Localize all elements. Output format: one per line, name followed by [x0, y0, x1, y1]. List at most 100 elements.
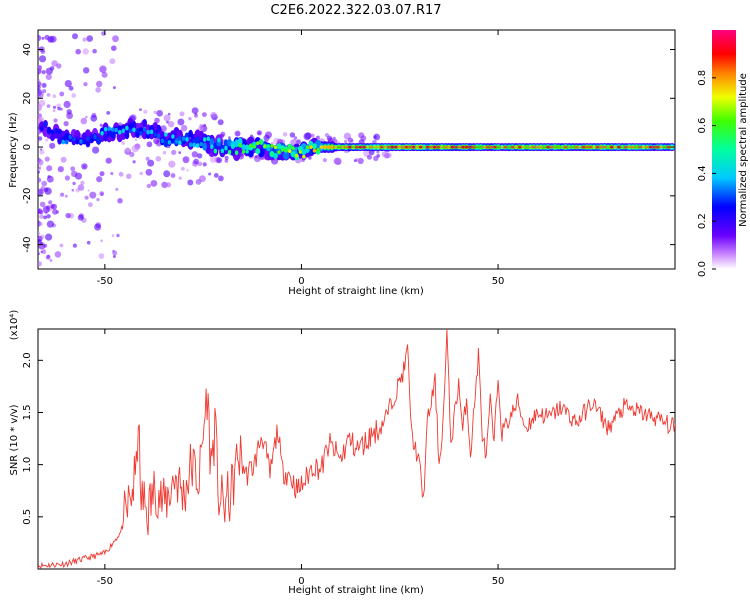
spectrogram-cell — [174, 139, 179, 144]
spectrogram-cell — [128, 128, 133, 134]
spectrogram-noise-point — [171, 149, 177, 155]
spectrogram-noise-point — [373, 133, 381, 141]
y-tick-label: 1.5 — [22, 405, 33, 421]
spectrogram-noise-point — [47, 36, 55, 43]
spectrogram-cell — [231, 143, 235, 149]
spectrogram-noise-point — [38, 85, 41, 90]
spectrogram-noise-point — [99, 123, 103, 127]
spectrogram-noise-point — [40, 49, 46, 54]
spectrogram-noise-point — [308, 156, 312, 160]
spectrogram-cell — [111, 127, 115, 132]
spectrogram-cell — [277, 150, 281, 155]
spectrogram-noise-point — [96, 176, 103, 183]
spectrogram-cell — [164, 132, 168, 137]
spectrogram-noise-point — [153, 137, 160, 145]
spectrogram-cell — [131, 120, 137, 129]
spectrogram-noise-point — [209, 156, 217, 163]
spectrogram-noise-point — [85, 115, 88, 119]
spectrogram-cell — [195, 143, 200, 148]
spectrogram-cell — [288, 149, 292, 154]
colorbar-tick-label: 0.0 — [697, 261, 708, 277]
spectrogram-noise-point — [163, 170, 171, 178]
spectrogram-noise-point — [48, 200, 53, 205]
spectrogram-noise-point — [87, 189, 90, 192]
spectrogram-noise-point — [100, 239, 103, 242]
spectrogram-noise-point — [49, 142, 56, 149]
snr-series-line — [38, 329, 675, 569]
spectrogram-cell — [203, 137, 207, 142]
spectrogram-cell — [213, 148, 217, 154]
spectrogram-cell — [280, 148, 285, 152]
spectrogram-noise-point — [46, 254, 51, 259]
spectrogram-noise-point — [39, 222, 43, 226]
spectrogram-noise-point — [263, 134, 270, 141]
spectrogram-cell — [244, 144, 250, 151]
spectrogram-cell — [212, 142, 218, 151]
spectrogram-noise-point — [99, 191, 105, 196]
spectrogram-noise-point — [64, 80, 72, 88]
snr-panel: -50 0 50 0.5 1.0 1.5 2.0 Height of straight l… — [9, 310, 676, 596]
spectrogram-noise-point — [203, 123, 207, 127]
spectrogram-cell — [305, 145, 309, 150]
spectrogram-cell — [192, 142, 196, 148]
spectrogram-noise-point — [46, 165, 53, 172]
spectrogram-noise-point — [39, 149, 45, 155]
spectrogram-noise-point — [224, 159, 229, 163]
spectrogram-noise-point — [256, 130, 263, 136]
spectrogram-cell — [247, 148, 254, 158]
spectrogram-cell — [209, 138, 215, 147]
spectrogram-cell — [86, 136, 90, 141]
spectrogram-noise-point — [92, 146, 100, 154]
spectrogram-cell — [255, 148, 261, 155]
y-tick-label: 40 — [22, 43, 33, 56]
spectrogram-noise-point — [94, 223, 101, 231]
spectrogram-noise-point — [41, 180, 48, 187]
spectrogram-y-axis-label: Frequency (Hz) — [8, 112, 19, 188]
spectrogram-cell — [157, 133, 161, 139]
spectrogram-cell — [185, 137, 189, 142]
colorbar-gradient — [712, 30, 736, 269]
spectrogram-noise-point — [139, 108, 142, 111]
spectrogram-noise-point — [52, 94, 57, 99]
spectrogram-noise-point — [75, 172, 82, 180]
y-tick-label: 0.5 — [22, 509, 33, 525]
spectrogram-noise-point — [293, 136, 298, 140]
spectrogram-cell — [57, 129, 62, 135]
spectrogram-noise-point — [52, 109, 56, 113]
spectrogram-cell — [234, 150, 239, 155]
spectrogram-cell — [178, 140, 182, 145]
colorbar: 0.0 0.2 0.4 0.6 0.8 Normalized spectral ampl… — [697, 30, 749, 277]
spectrogram-noise-point — [105, 157, 112, 164]
spectrogram-noise-point — [50, 204, 55, 209]
spectrogram-noise-point — [82, 37, 87, 42]
spectrogram-noise-point — [112, 86, 116, 90]
spectrogram-noise-point — [178, 151, 182, 155]
spectrogram-noise-point — [216, 157, 223, 164]
spectrogram-noise-point — [202, 162, 207, 167]
spectrogram-cell — [79, 139, 83, 144]
spectrogram-noise-point — [39, 214, 44, 219]
spectrogram-cell — [153, 132, 157, 137]
spectrogram-noise-point — [367, 154, 372, 160]
spectrogram-noise-point — [84, 195, 89, 200]
x-tick-label: -50 — [97, 576, 113, 587]
spectrogram-cell — [276, 143, 282, 150]
spectrogram-cell — [297, 145, 303, 152]
spectrogram-cell — [330, 145, 334, 150]
spectrogram-cell — [57, 136, 62, 145]
spectrogram-noise-point — [86, 240, 91, 245]
spectrogram-noise-point — [41, 186, 44, 190]
spectrogram-y-ticks: -40 -20 0 20 40 — [22, 43, 675, 253]
spectrogram-cell — [241, 144, 247, 151]
spectrogram-cell — [132, 127, 136, 133]
spectrogram-cell — [100, 131, 104, 136]
spectrogram-noise-point — [188, 117, 192, 121]
spectrogram-noise-point — [167, 112, 171, 116]
spectrogram-noise-point — [373, 155, 379, 162]
spectrogram-noise-point — [38, 231, 41, 236]
spectrogram-noise-point — [77, 214, 84, 221]
spectrogram-cell — [93, 134, 97, 139]
spectrogram-noise-point — [126, 173, 132, 179]
spectrogram-noise-point — [80, 117, 88, 125]
spectrogram-noise-point — [282, 132, 288, 137]
